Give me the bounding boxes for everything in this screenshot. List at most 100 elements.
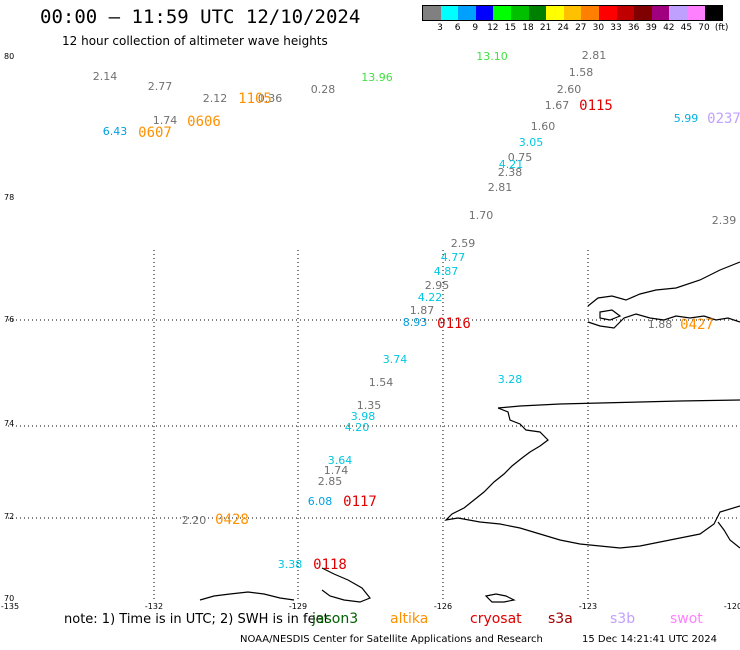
wave-height-value: 3.05 [519, 136, 544, 149]
legend-tick-label: 15 [504, 23, 517, 33]
axis-labels: 80 78 76 74 72 70-135 -132 -129 -126 -123 -120 [1, 52, 740, 611]
pass-time-label: 1105 [238, 91, 272, 107]
longitude-label: -123 [579, 602, 597, 611]
legend-swatch [493, 6, 511, 20]
legend-swatch [458, 6, 476, 20]
satellite-legend-item: s3a [548, 611, 573, 627]
pass-time-label: 0427 [680, 317, 714, 333]
longitude-label: -135 [1, 602, 19, 611]
longitude-label: -129 [289, 602, 307, 611]
wave-height-value: 1.58 [569, 66, 594, 79]
coastline [199, 261, 740, 603]
coastline-segment [587, 261, 740, 307]
legend-swatch [616, 6, 635, 20]
wave-height-value: 5.99 [674, 112, 699, 125]
legend-swatch [510, 6, 529, 20]
legend-color-bar [422, 5, 724, 21]
legend-swatch [686, 6, 705, 20]
wave-height-value: 1.67 [545, 99, 570, 112]
legend-swatch [475, 6, 494, 20]
satellite-legend-item: s3b [610, 611, 636, 627]
coastline-segment [717, 521, 740, 549]
legend-tick-label: 33 [610, 23, 622, 33]
pass-time-label: 0237 [707, 111, 740, 127]
coastline-segment [444, 407, 740, 549]
wave-height-value: 2.81 [582, 49, 607, 62]
wave-height-value: 4.22 [418, 291, 443, 304]
legend-swatch [581, 6, 599, 20]
wave-height-value: 3.74 [383, 353, 408, 366]
wave-height-value: 6.08 [308, 495, 333, 508]
generation-timestamp: 15 Dec 14:21:41 UTC 2024 [582, 634, 717, 645]
legend-tick-label: 24 [557, 23, 569, 33]
footer-note: note: 1) Time is in UTC; 2) SWH is in fe… [64, 612, 329, 627]
pass-time-label: 0116 [437, 316, 471, 332]
wave-height-value: 8.93 [403, 316, 428, 329]
wave-height-value: 2.38 [498, 166, 523, 179]
wave-height-value: 3.38 [278, 558, 303, 571]
legend-tick-label: 27 [575, 23, 587, 33]
latitude-label: 70 [4, 594, 14, 603]
longitude-label: -132 [145, 602, 163, 611]
wave-height-value: 2.60 [557, 83, 582, 96]
latitude-label: 78 [4, 193, 14, 202]
wave-height-value: 2.59 [451, 237, 476, 250]
legend-tick-label: 6 [454, 23, 461, 33]
legend-swatch [704, 6, 723, 20]
legend-tick-label: 21 [539, 23, 552, 33]
wave-height-value: 13.10 [476, 50, 508, 63]
pass-time-label: 0117 [343, 494, 377, 510]
satellite-legend-item: jason3 [312, 611, 359, 627]
wave-height-value: 13.96 [361, 71, 393, 84]
wave-height-value: 2.77 [148, 80, 173, 93]
satellite-legend-item: swot [670, 611, 703, 627]
legend-swatch [546, 6, 564, 20]
legend-tick-label: 36 [627, 23, 640, 33]
legend-swatch [423, 6, 441, 20]
wave-height-value: 1.70 [469, 209, 494, 222]
coastline-segment [484, 593, 516, 603]
wave-height-value: 2.20 [182, 514, 207, 527]
page-subtitle: 12 hour collection of altimeter wave hei… [62, 34, 328, 48]
pass-time-label: 0118 [313, 557, 347, 573]
satellite-legend-item: altika [390, 611, 429, 627]
pass-time-label: 0606 [187, 114, 221, 130]
legend-swatch [634, 6, 652, 20]
wave-height-value: 0.75 [508, 151, 533, 164]
wave-height-value: 2.14 [93, 70, 118, 83]
pass-time-label: 0428 [215, 512, 249, 528]
satellite-legend-item: cryosat [470, 611, 522, 627]
legend-tick-label: 30 [592, 23, 605, 33]
legend-tick-label: 12 [487, 23, 499, 33]
wave-height-value: 1.74 [324, 464, 349, 477]
coastline-segment [199, 591, 295, 601]
legend-swatch [651, 6, 670, 20]
wave-height-value: 2.12 [203, 92, 228, 105]
legend-tick-label: 42 [663, 23, 675, 33]
wave-height-value: 1.74 [153, 114, 178, 127]
wave-height-value: 1.88 [648, 318, 673, 331]
pass-time-label: 0607 [138, 125, 172, 141]
legend-tick-label: 3 [437, 23, 443, 33]
longitude-label: -126 [434, 602, 452, 611]
observation-labels: 2.14 2.77 2.12 0.36 0.28 13.96 13.10 2.81 1.58 2.… [93, 49, 737, 571]
wave-height-value: 4.21 [499, 158, 524, 171]
pass-time-label: 0115 [579, 98, 613, 114]
latitude-label: 72 [4, 512, 14, 521]
latitude-label: 80 [4, 52, 14, 61]
legend-swatch [528, 6, 547, 20]
wave-height-value: 0.36 [258, 92, 283, 105]
legend-tick-label: 9 [472, 23, 479, 33]
legend-tick-label: (ft) [714, 23, 729, 33]
coastline-segment [321, 567, 371, 603]
wave-height-value: 1.54 [369, 376, 394, 389]
wave-height-value: 2.95 [425, 279, 450, 292]
legend-tick-labels: 3 6 9 12 15 18 21 24 27 30 33 36 39 42 45 70 (ft) [422, 21, 728, 33]
wave-height-value: 2.39 [712, 214, 737, 227]
coastline-segment [599, 309, 622, 321]
coastline-segment [587, 313, 740, 329]
legend-swatch [440, 6, 459, 20]
wave-height-value: 0.28 [311, 83, 336, 96]
credit-line: NOAA/NESDIS Center for Satellite Applica… [240, 634, 543, 645]
